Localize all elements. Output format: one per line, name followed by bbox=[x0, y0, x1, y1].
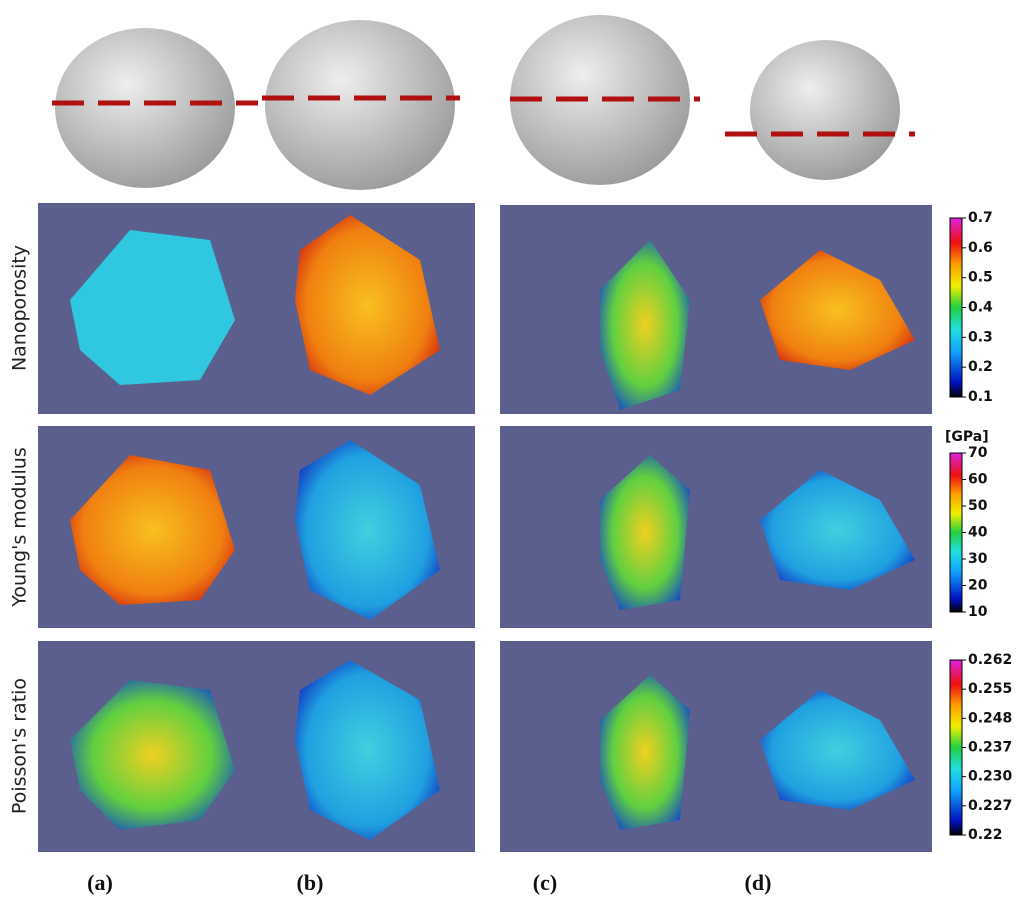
row-label: Young's modulus bbox=[9, 447, 31, 607]
colorbar bbox=[950, 218, 962, 397]
colorbar bbox=[950, 660, 962, 835]
colorbar-tick-label: 0.237 bbox=[968, 740, 1012, 756]
panel-label: (c) bbox=[533, 870, 557, 895]
figure: Nanoporosity Young's modulus Poisson's rat… bbox=[0, 0, 1035, 903]
colorbar-unit: [GPa] bbox=[945, 429, 989, 445]
panel-label: (a) bbox=[87, 870, 113, 895]
page: {"row_labels":["Nanoporosity","Young's m… bbox=[0, 0, 1035, 903]
colorbar-tick-label: 30 bbox=[968, 551, 988, 567]
colorbar-tick-label: 0.22 bbox=[968, 827, 1003, 843]
panel-label: (d) bbox=[745, 870, 772, 895]
colorbar-tick-label: 50 bbox=[968, 498, 988, 514]
colorbar-tick-label: 0.2 bbox=[968, 359, 993, 375]
colorbar-tick-label: 0.6 bbox=[968, 240, 993, 256]
colorbar-tick-label: 0.255 bbox=[968, 681, 1012, 697]
colorbar bbox=[950, 453, 962, 612]
colorbar-tick-label: 0.1 bbox=[968, 389, 993, 405]
colorbar-tick-label: 40 bbox=[968, 525, 988, 541]
colorbar-tick-label: 0.230 bbox=[968, 769, 1013, 785]
row-label: Nanoporosity bbox=[9, 245, 31, 371]
colorbar-tick-label: 10 bbox=[968, 604, 988, 620]
colorbar-tick-label: 0.3 bbox=[968, 329, 993, 345]
colorbar-tick-label: 60 bbox=[968, 472, 988, 488]
colorbar-tick-label: 0.262 bbox=[968, 652, 1012, 668]
panel-label: (b) bbox=[297, 870, 324, 895]
colorbar-tick-label: 70 bbox=[968, 445, 988, 461]
map-panels bbox=[38, 203, 932, 852]
colorbar-tick-label: 20 bbox=[968, 578, 988, 594]
particles bbox=[52, 15, 915, 190]
colorbar-tick-label: 0.4 bbox=[968, 300, 993, 316]
colorbar-tick-label: 0.7 bbox=[968, 210, 993, 226]
colorbar-tick-label: 0.227 bbox=[968, 798, 1012, 814]
row-label: Poisson's ratio bbox=[9, 678, 31, 814]
colorbar-tick-label: 0.5 bbox=[968, 270, 993, 286]
colorbar-tick-label: 0.248 bbox=[968, 710, 1012, 726]
